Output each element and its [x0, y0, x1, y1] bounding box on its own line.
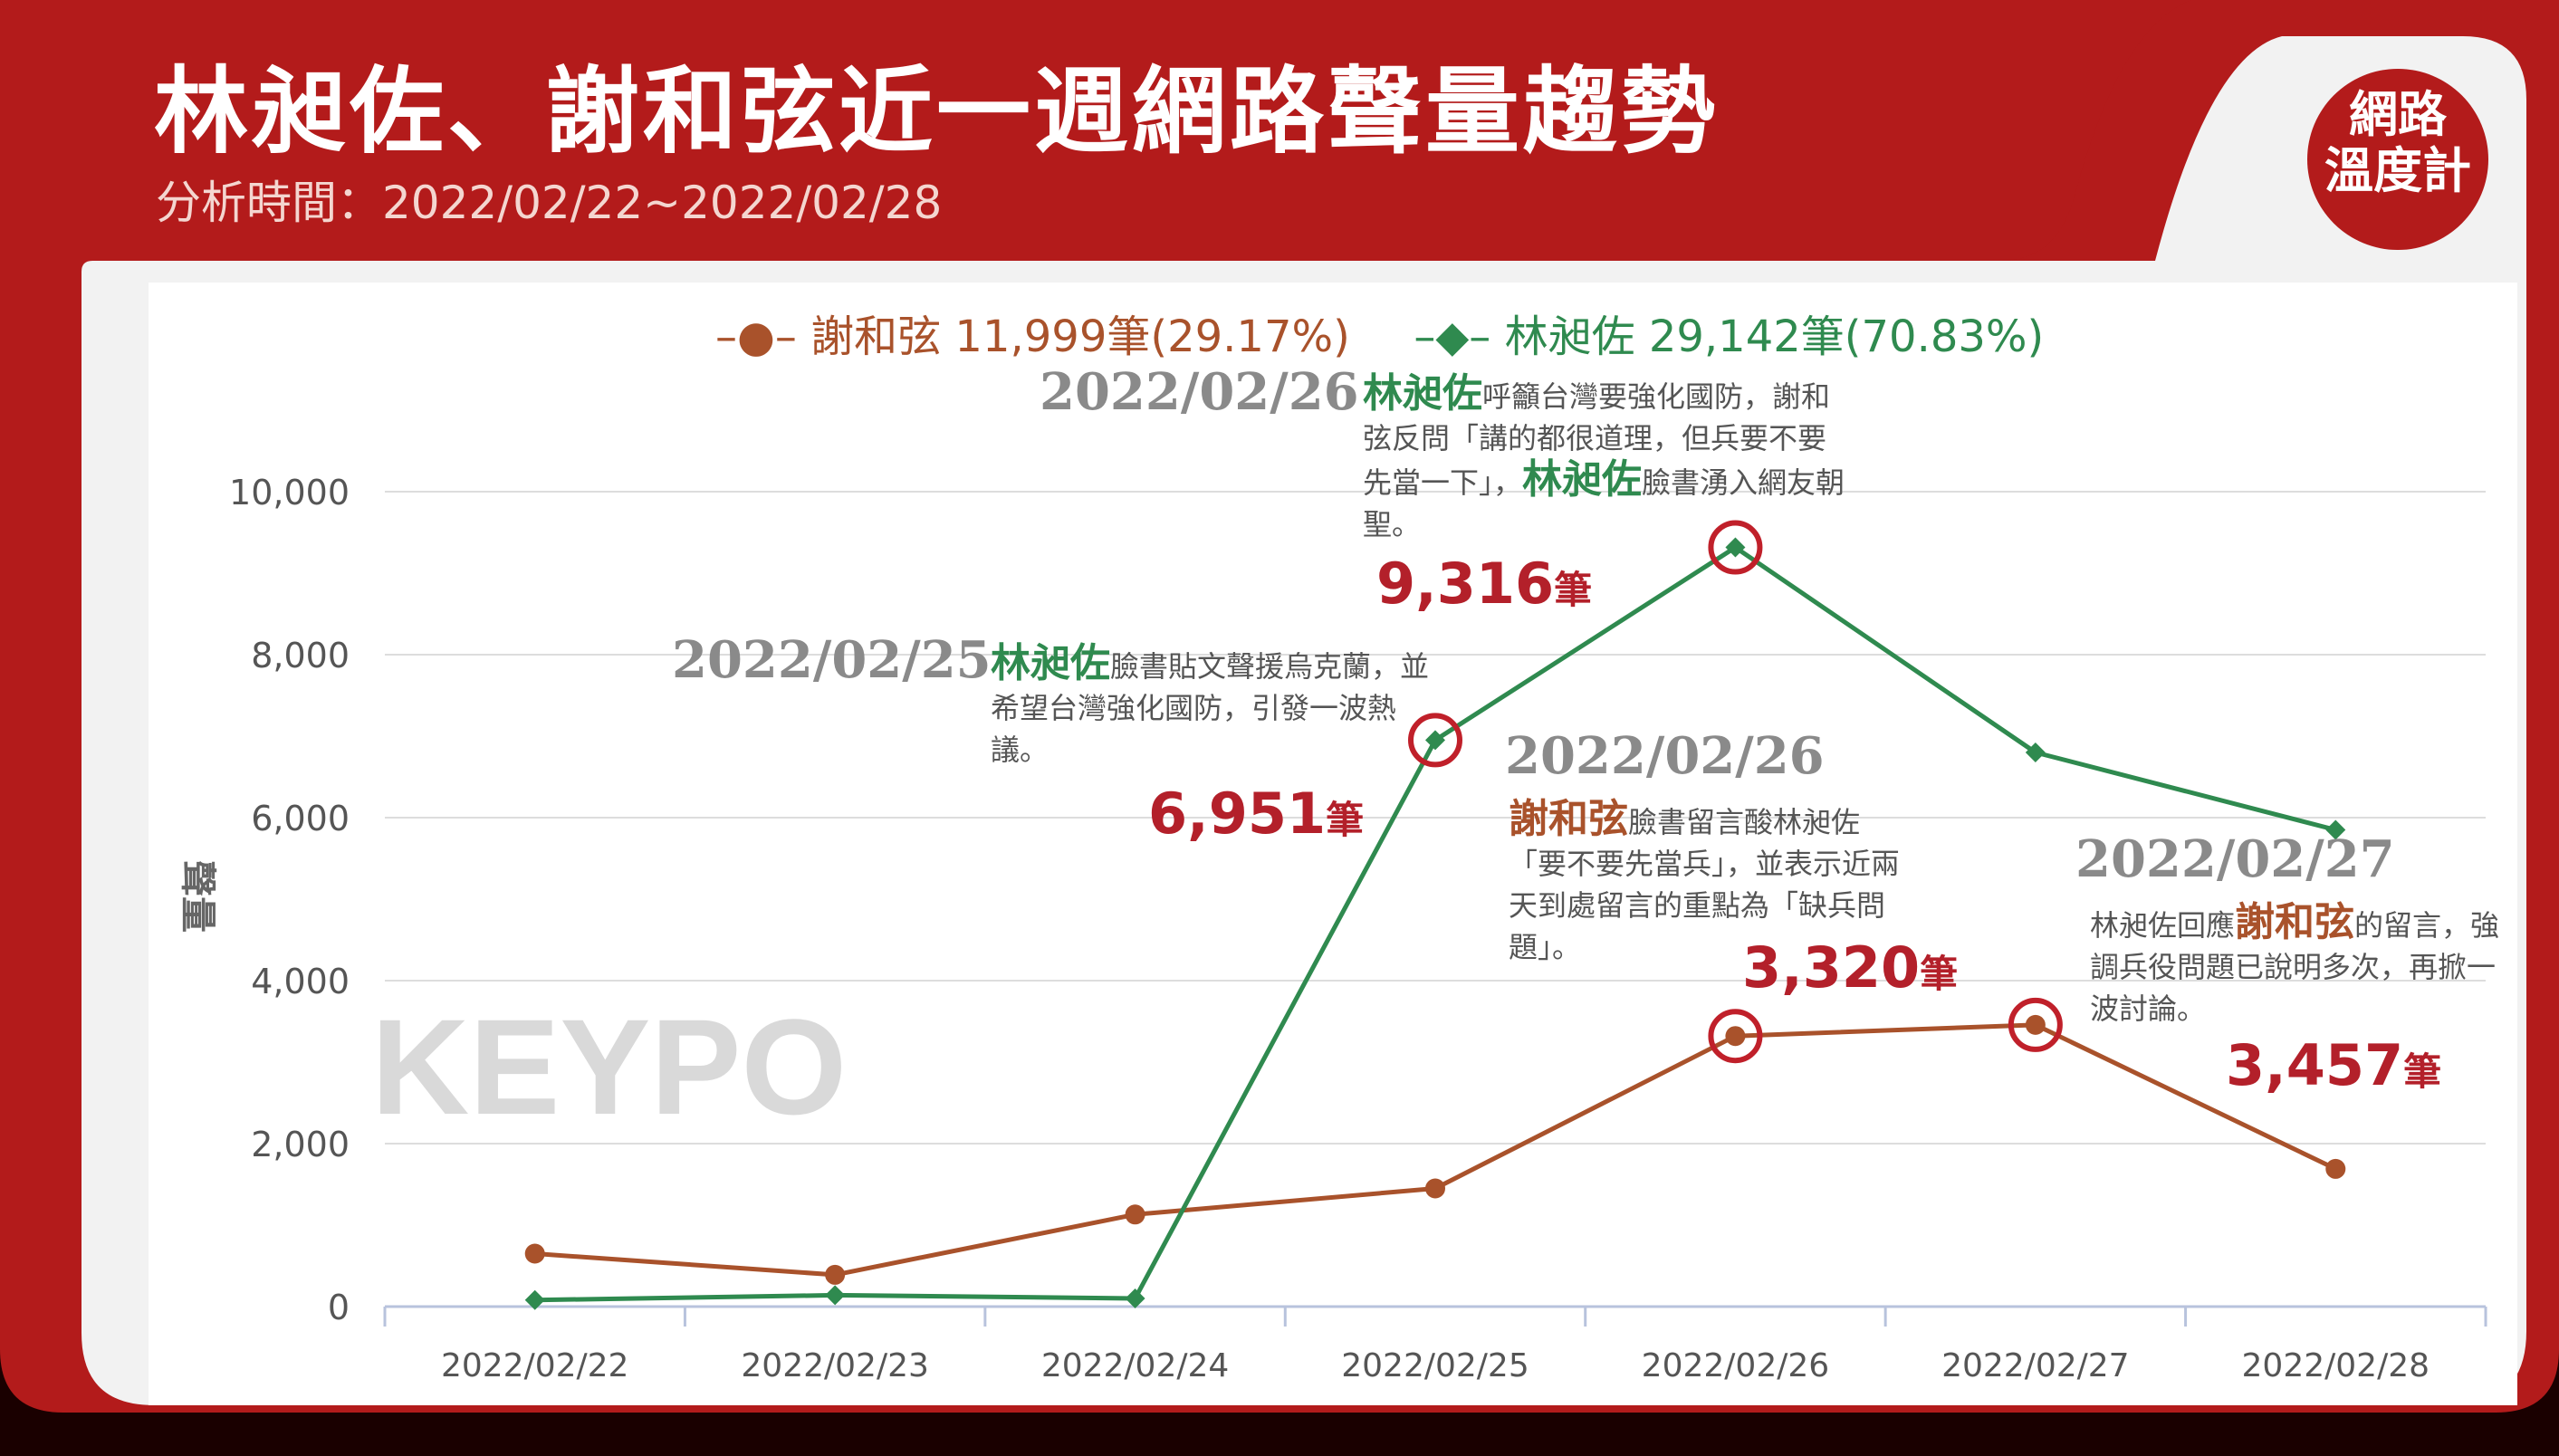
highlight-name: 林昶佐: [1363, 370, 1482, 417]
x-tick-label: 2022/02/27: [1941, 1347, 2130, 1384]
x-tick-label: 2022/02/24: [1041, 1347, 1230, 1384]
legend-item-lin: 林昶佐 29,142筆(70.83%): [1504, 311, 2045, 362]
annotation-0226-xie-text: 謝和弦臉書留言酸林昶佐「要不要先當兵」，並表示近兩天到處留言的重點為「缺兵問題」…: [1509, 799, 1907, 968]
annotation-date: 2022/02/26: [1040, 362, 1359, 422]
annotation-date: 2022/02/26: [1505, 726, 1825, 786]
data-point: [1125, 1288, 1145, 1308]
annotation-0227-xie-text: 林昶佐回應謝和弦的留言，強調兵役問題已說明多次，再掀一波討論。: [2090, 902, 2516, 1030]
keypo-watermark: KEYPO: [371, 991, 847, 1143]
highlight-name: 林昶佐: [991, 640, 1110, 686]
annotation-text: 臉書湧入網友朝聖。: [1363, 465, 1845, 541]
y-tick-label: 0: [328, 1288, 350, 1327]
legend-marker-lin: –◆–: [1414, 311, 1491, 362]
highlight-name: 謝和弦: [2235, 899, 2355, 945]
brand-badge: 網路 溫度計: [2307, 69, 2488, 250]
badge-line-2: 溫度計: [2324, 142, 2471, 199]
highlight-ring: [1708, 1009, 1763, 1064]
value-label-3457: 3,457筆: [2226, 1032, 2441, 1098]
highlight-ring: [2008, 997, 2063, 1052]
x-tick-label: 2022/02/26: [1642, 1347, 1830, 1384]
highlight-ring: [1408, 713, 1462, 768]
value-label-6951: 6,951筆: [1148, 781, 1364, 847]
badge-line-1: 網路: [2349, 86, 2447, 143]
data-point: [1725, 537, 1746, 558]
highlight-group: [1408, 520, 2063, 1064]
data-point: [1425, 730, 1445, 751]
highlight-name: 謝和弦: [1509, 796, 1628, 842]
value-unit: 筆: [2403, 1049, 2442, 1094]
annotation-date: 2022/02/27: [2075, 829, 2395, 889]
x-tick-label: 2022/02/28: [2242, 1347, 2430, 1384]
data-point: [2025, 742, 2046, 762]
value-number: 3,320: [1742, 934, 1921, 1001]
value-unit: 筆: [1326, 798, 1365, 842]
value-unit: 筆: [1920, 952, 1959, 996]
value-number: 6,951: [1148, 781, 1327, 847]
value-number: 3,457: [2226, 1032, 2404, 1098]
value-number: 9,316: [1376, 551, 1555, 617]
data-point: [1425, 1178, 1445, 1199]
annotation-0226-lin: 2022/02/26: [1040, 367, 1855, 420]
analysis-period: 分析時間：2022/02/22~2022/02/28: [156, 177, 943, 229]
y-tick-label: 6,000: [251, 799, 350, 838]
y-tick-label: 10,000: [229, 473, 350, 512]
annotation-0227-xie: 2022/02/27: [2075, 834, 2395, 887]
value-label-3320: 3,320筆: [1742, 934, 1958, 1001]
data-point: [1725, 1026, 1746, 1047]
highlight-ring: [1708, 520, 1763, 575]
data-point: [2325, 1158, 2346, 1179]
legend: –●– 謝和弦 11,999筆(29.17%) –◆– 林昶佐 29,142筆(…: [715, 301, 2044, 364]
data-point: [524, 1289, 545, 1310]
y-tick-label: 4,000: [251, 962, 350, 1001]
annotation-text: 林昶佐回應: [2090, 908, 2236, 943]
highlight-name: 林昶佐: [1522, 456, 1643, 503]
annotation-text: 臉書留言酸林昶佐「要不要先當兵」，並表示近兩天到處留言的重點為「缺兵問題」。: [1509, 805, 1901, 964]
annotation-0226-xie: 2022/02/26: [1505, 731, 1825, 784]
data-point: [2025, 1014, 2046, 1035]
value-unit: 筆: [1554, 568, 1593, 612]
value-label-9316: 9,316筆: [1376, 551, 1592, 617]
data-point: [2325, 819, 2346, 840]
x-tick-label: 2022/02/25: [1341, 1347, 1529, 1384]
annotation-text: 臉書貼文聲援烏克蘭，並希望台灣強化國防，引發一波熱議。: [991, 649, 1430, 767]
annotation-text: 呼籲台灣要強化國防，謝和弦反問「講的都很道理，但兵要不要先當一下」，: [1363, 379, 1831, 500]
chart-grid: 0 2,000 4,000 6,000 8,000 10,000 2022/02/22 202…: [229, 473, 2487, 1384]
annotation-0225-lin-text: 林昶佐臉書貼文聲援烏克蘭，並希望台灣強化國防，引發一波熱議。: [991, 643, 1443, 771]
legend-marker-xie: –●–: [715, 311, 797, 362]
y-axis-label: 聲量: [177, 860, 218, 933]
y-tick-label: 2,000: [251, 1125, 350, 1164]
x-tick-label: 2022/02/23: [741, 1347, 929, 1384]
annotation-date: 2022/02/25: [672, 630, 992, 690]
y-tick-label: 8,000: [251, 636, 350, 675]
data-point: [825, 1264, 846, 1285]
x-tick-label: 2022/02/22: [441, 1347, 629, 1384]
page-title: 林昶佐、謝和弦近一週網路聲量趨勢: [154, 56, 1720, 167]
data-point: [1125, 1204, 1145, 1225]
annotation-text: 的留言，強調兵役問題已說明多次，再掀一波討論。: [2090, 908, 2500, 1026]
data-point: [524, 1243, 545, 1264]
legend-item-xie: 謝和弦 11,999筆(29.17%): [810, 311, 1350, 362]
annotation-0225-lin: 2022/02/25: [672, 635, 992, 688]
series-group: [524, 537, 2346, 1310]
data-point: [825, 1285, 846, 1306]
annotation-0226-lin-text: 林昶佐呼籲台灣要強化國防，謝和弦反問「講的都很道理，但兵要不要先當一下」，林昶佐…: [1363, 373, 1852, 545]
